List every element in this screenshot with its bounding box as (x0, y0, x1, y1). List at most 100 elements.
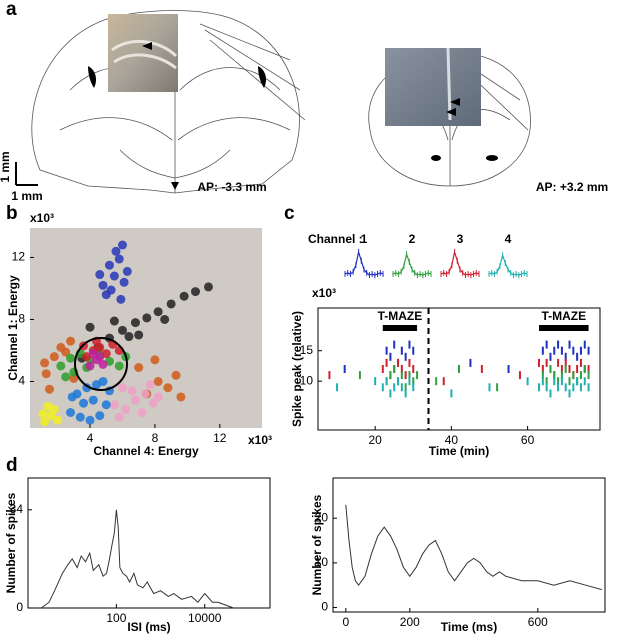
spike-point (541, 377, 544, 386)
spike-point (545, 358, 548, 367)
spike-point (576, 377, 579, 386)
spike-point (450, 389, 453, 398)
y-tick-label: 4 (18, 374, 25, 388)
scatter-point (137, 407, 147, 417)
line-trace (345, 504, 602, 591)
panel-label: a (6, 0, 17, 20)
y-tick-label: 8 (18, 312, 25, 326)
spike-point (579, 358, 582, 367)
condition-label: T-MAZE (541, 309, 586, 323)
scatter-point (79, 398, 89, 408)
scatter-point (166, 299, 176, 309)
scatter-point (56, 361, 66, 371)
scatter-point (117, 383, 127, 393)
spike-point (564, 352, 567, 361)
spike-point (549, 365, 552, 373)
panel-label: d (6, 455, 18, 476)
scatter-point (53, 415, 63, 425)
scatter-point (95, 411, 105, 421)
spike-point (488, 383, 491, 392)
spike-point (568, 377, 571, 386)
spike-point (374, 377, 377, 386)
channel-label: 3 (457, 232, 464, 246)
scale-label-horizontal: 1 mm (11, 189, 42, 203)
channel-label: 2 (409, 232, 416, 246)
scatter-point (75, 412, 85, 422)
spike-point (408, 340, 411, 349)
scatter-point (109, 271, 119, 281)
scatter-point (127, 386, 137, 396)
spike-point (385, 358, 388, 367)
spike-point (583, 340, 586, 349)
scatter-point (114, 361, 124, 371)
spike-point (404, 389, 407, 398)
x-tick-label: 200 (400, 615, 420, 629)
spike-point (560, 365, 563, 373)
scatter-point (176, 392, 186, 402)
caption: AP: -3.3 mm (197, 180, 266, 194)
scatter-point (95, 352, 105, 362)
spike-point (416, 371, 419, 380)
spike-point (412, 365, 415, 373)
spike-point (381, 365, 384, 373)
panel-label: c (284, 203, 295, 224)
scatter-point (82, 383, 92, 393)
spike-point (397, 358, 400, 367)
spike-point (389, 352, 392, 361)
spike-point (458, 365, 460, 373)
scatter-point (134, 363, 144, 373)
x-tick-label: 12 (213, 431, 227, 445)
scatter-point (98, 376, 108, 386)
spike-point (400, 383, 403, 392)
panel-label: b (6, 203, 18, 224)
y-axis-label: Number of spikes (4, 492, 18, 593)
spike-point (587, 383, 590, 392)
spike-point (587, 346, 590, 355)
spike-point (404, 371, 407, 380)
scatter-point (145, 380, 155, 390)
spike-point (579, 371, 582, 380)
line-trace (41, 509, 234, 609)
spike-point (541, 365, 544, 373)
scatter-point (111, 246, 121, 256)
scatter-point (119, 277, 129, 287)
scatter-point (38, 409, 48, 419)
y-tick-label: 15 (300, 343, 314, 357)
scatter-point (171, 370, 181, 380)
spike-point (576, 365, 579, 373)
spike-point (496, 383, 499, 392)
spike-point (393, 383, 396, 392)
spike-point (381, 383, 384, 392)
y-axis-label: Spike peak (relative) (290, 311, 304, 427)
scatter-point (124, 332, 134, 342)
scatter-point (85, 415, 95, 425)
spike-point (557, 377, 560, 386)
scatter-point (61, 372, 71, 382)
scatter-point (66, 336, 76, 346)
condition-bar (382, 325, 418, 331)
spike-point (549, 352, 552, 361)
spike-point (545, 340, 548, 349)
condition-label: T-MAZE (378, 309, 423, 323)
spike-point (553, 346, 556, 355)
scatter-point (95, 270, 105, 280)
x-axis-label: Time (ms) (441, 620, 497, 634)
spike-point (583, 377, 586, 386)
highlight-ring (74, 337, 128, 391)
spike-point (538, 383, 541, 392)
spike-point (393, 365, 396, 373)
spike-point (343, 365, 346, 373)
scatter-point (190, 287, 200, 297)
scatter-point (117, 325, 127, 335)
x-tick-label: 10000 (188, 611, 222, 625)
scatter-point (121, 404, 131, 414)
spike-point (397, 377, 400, 386)
y-tick-label: 0 (321, 600, 328, 614)
spike-point (541, 371, 544, 380)
scatter-point (56, 342, 66, 352)
spike-point (358, 371, 361, 380)
scatter-point (44, 384, 54, 394)
spike-point (572, 371, 575, 380)
